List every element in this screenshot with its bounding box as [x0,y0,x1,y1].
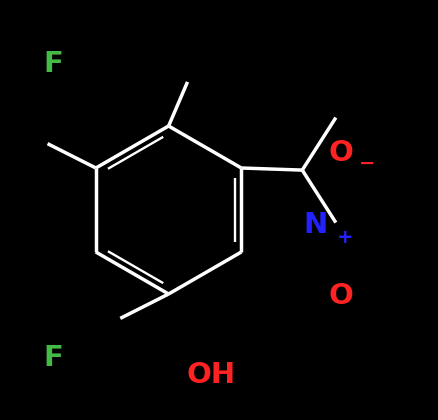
Text: +: + [337,228,353,247]
Text: F: F [43,50,63,78]
Text: N: N [304,211,328,239]
Text: O: O [328,139,353,167]
Text: F: F [43,344,63,372]
Text: −: − [359,154,375,173]
Text: OH: OH [186,361,235,388]
Text: O: O [328,282,353,310]
